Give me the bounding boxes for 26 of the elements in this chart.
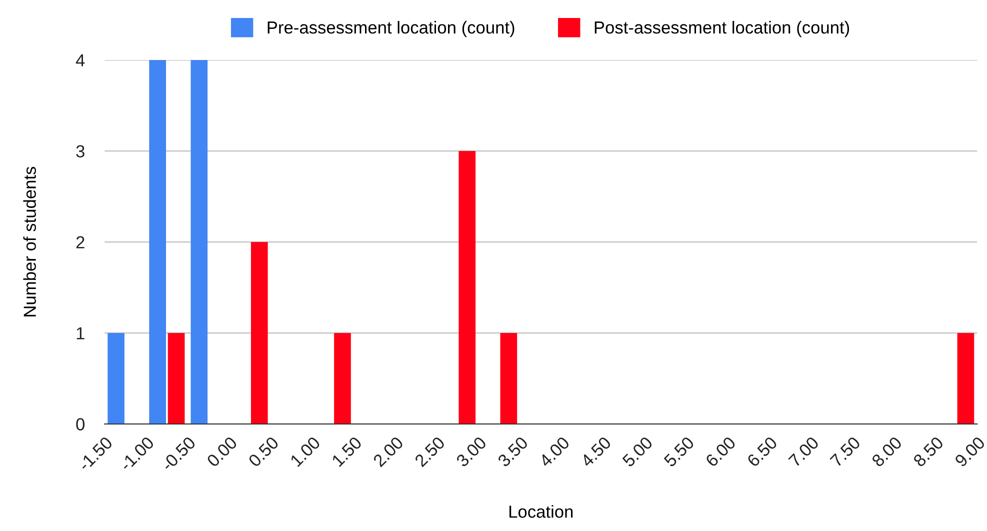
x-tick-label: 1.00 [290,436,321,468]
x-tick-label: 3.00 [455,436,488,468]
x-tick-label: 4.50 [580,436,612,468]
x-tick-label: 4.00 [538,436,570,468]
y-axis-title: Number of students [23,166,36,316]
y-tick-label: 1 [76,327,84,340]
x-tick-label: 5.50 [663,436,695,468]
x-tick-label: 0.00 [206,436,238,468]
x-tick-label: 8.00 [871,436,903,468]
x-tick-label: 9.00 [954,436,986,468]
x-tick-label: 7.00 [788,436,820,468]
y-tick-label: 2 [76,236,84,248]
x-tick-label: 3.50 [497,436,529,468]
legend-label: Post-assessment location (count) [594,20,850,38]
y-tick-label: 0 [76,418,84,430]
x-tick-label: 6.00 [704,436,736,468]
x-tick-label: 1.50 [331,436,362,468]
x-axis-title: Location [509,505,573,518]
legend-label: Pre-assessment location (count) [268,20,514,38]
x-tick-label: 6.50 [746,436,778,468]
y-tick-label: 3 [76,145,84,158]
y-tick-label: 4 [76,54,85,66]
x-tick-label: 0.50 [248,436,280,468]
x-tick-label: 8.50 [912,436,944,468]
x-tick-label: 7.50 [830,436,862,468]
x-tick-label: 5.00 [622,436,654,468]
